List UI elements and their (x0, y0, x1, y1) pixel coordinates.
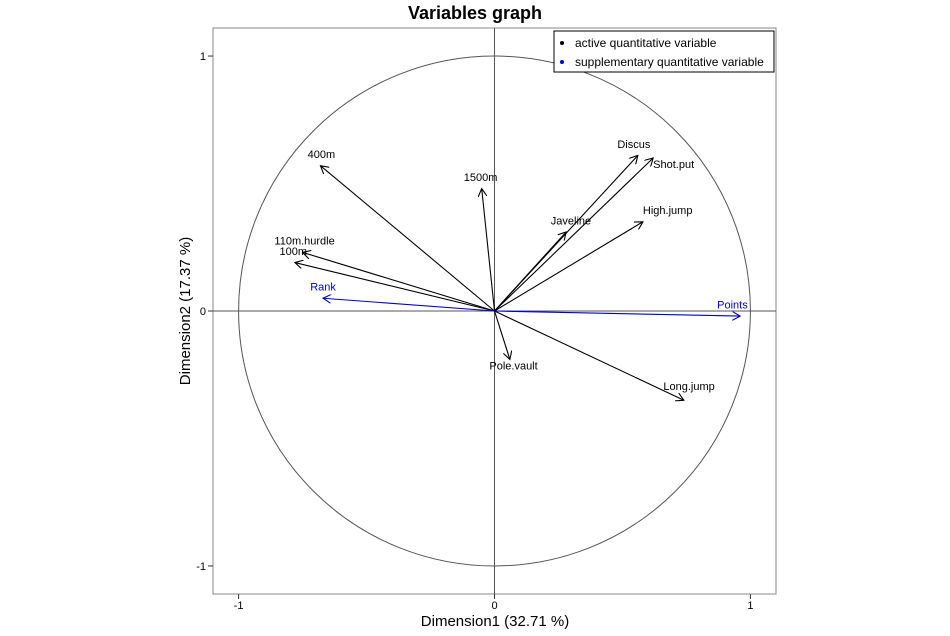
arrow-400m (320, 166, 495, 312)
x-axis-title: Dimension1 (32.71 %) (421, 613, 569, 630)
legend-marker-active (560, 41, 564, 45)
arrow-shot-put (494, 158, 654, 312)
legend-label-supplementary: supplementary quantitative variable (575, 55, 764, 69)
x-tick-label: -1 (234, 600, 244, 612)
legend-label-active: active quantitative variable (575, 36, 717, 50)
arrow-high-jump (494, 222, 643, 312)
legend-marker-supplementary (560, 60, 564, 64)
chart-title: Variables graph (408, 3, 542, 23)
y-tick-label: 1 (200, 51, 206, 63)
label-high-jump: High.jump (643, 205, 693, 217)
label-1500m: 1500m (464, 172, 498, 184)
y-tick-label: -1 (196, 561, 206, 573)
arrow-pole-vault (493, 310, 510, 359)
label-rank: Rank (310, 282, 336, 294)
label-100m: 100m (280, 246, 308, 258)
legend: active quantitative variable supplementa… (553, 30, 775, 73)
arrow-points (494, 310, 741, 316)
label-points: Points (717, 299, 748, 311)
x-tick-label: 1 (747, 600, 753, 612)
x-tick-label: 0 (491, 600, 497, 612)
arrow-rank (323, 298, 495, 312)
label-long-jump: Long.jump (663, 381, 714, 393)
y-axis-title: Dimension2 (17.37 %) (177, 237, 194, 385)
y-tick-label: 0 (200, 306, 206, 318)
arrow-1500m (482, 189, 496, 312)
label-discus: Discus (617, 139, 651, 151)
arrow-100m (295, 263, 495, 312)
label-shot-put: Shot.put (653, 159, 694, 171)
label-javeline: Javeline (551, 215, 591, 227)
arrow-long-jump (494, 310, 684, 400)
label-pole-vault: Pole.vault (489, 361, 537, 373)
label-110m-hurdle: 110m.hurdle (274, 236, 334, 248)
arrow-javeline (494, 232, 567, 312)
legend-box (553, 30, 775, 73)
label-400m: 400m (308, 149, 336, 161)
arrow-110m-hurdle (303, 252, 495, 312)
